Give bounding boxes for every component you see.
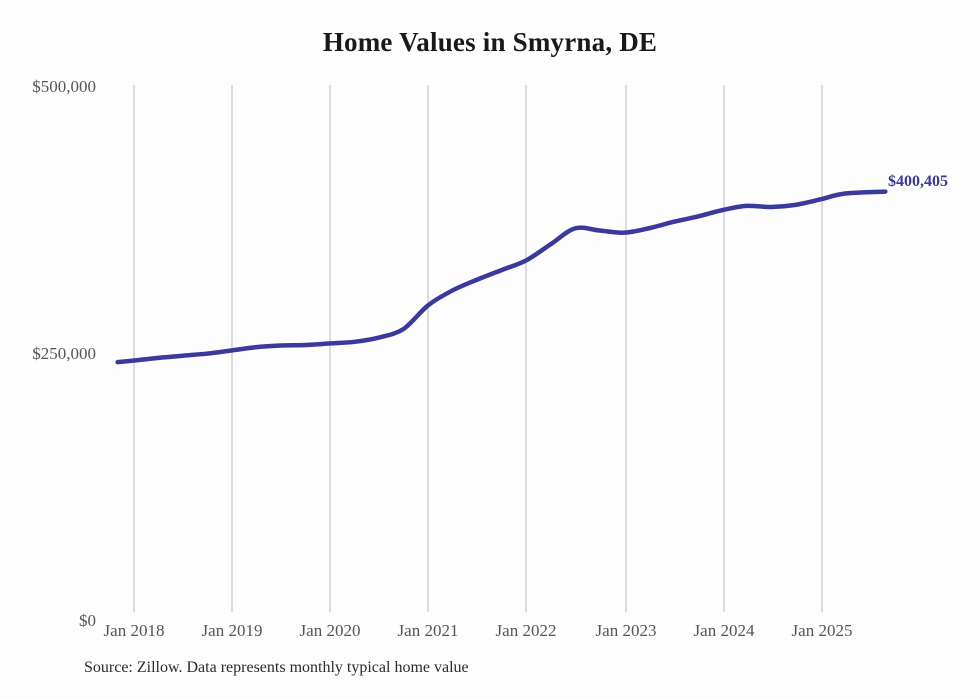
x-tick-label-jan-2024: Jan 2024 (693, 621, 755, 640)
x-tick-label-jan-2020: Jan 2020 (299, 621, 361, 640)
source-note: Source: Zillow. Data represents monthly … (84, 659, 469, 676)
end-value-label: $400,405 (888, 173, 948, 190)
home-value-line (115, 189, 888, 365)
y-tick-label-0: $0 (79, 611, 96, 630)
x-tick-label-jan-2019: Jan 2019 (201, 621, 263, 640)
x-tick-label-jan-2023: Jan 2023 (595, 621, 657, 640)
chart-title: Home Values in Smyrna, DE (322, 27, 658, 57)
x-tick-label-jan-2018: Jan 2018 (103, 621, 165, 640)
y-tick-label-500k: $500,000 (32, 77, 96, 96)
y-tick-label-250k: $250,000 (32, 344, 96, 363)
x-tick-label-jan-2025: Jan 2025 (791, 621, 853, 640)
x-tick-label-jan-2021: Jan 2021 (397, 621, 459, 640)
x-tick-label-jan-2022: Jan 2022 (495, 621, 557, 640)
